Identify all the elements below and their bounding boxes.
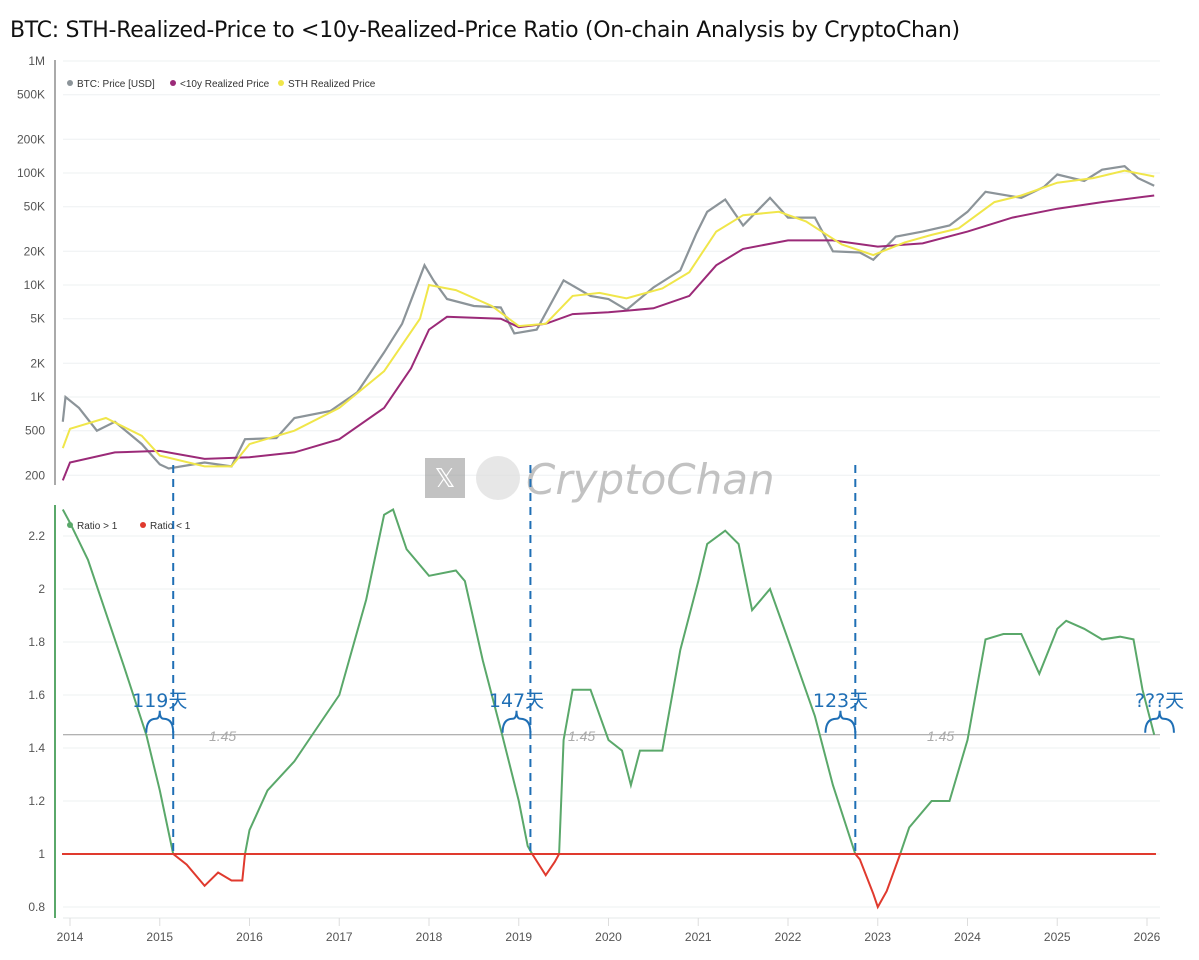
watermark-text: CryptoChan — [526, 455, 775, 504]
threshold-label: 1.45 — [568, 728, 595, 744]
ratio-below-1-line — [62, 853, 1155, 910]
x-tick-label: 2020 — [595, 930, 622, 944]
y-tick-label: 50K — [24, 200, 45, 214]
y-tick-label: 1.2 — [28, 794, 45, 808]
legend-marker — [67, 80, 73, 86]
y-tick-label: 200 — [25, 468, 45, 482]
x-tick-label: 2024 — [954, 930, 981, 944]
legend-label: Ratio > 1 — [77, 521, 118, 532]
y-tick-label: 2K — [30, 356, 45, 370]
legend-marker — [170, 80, 176, 86]
x-tick-label: 2026 — [1134, 930, 1161, 944]
x-logo-glyph: 𝕏 — [435, 464, 456, 494]
y-tick-label: 500 — [25, 424, 45, 438]
y-tick-label: 2 — [38, 582, 45, 596]
brace-icon — [824, 710, 857, 733]
x-logo-icon — [425, 458, 465, 498]
threshold-label: 1.45 — [927, 728, 954, 744]
y-tick-label: 1K — [30, 390, 45, 404]
brace-icon — [145, 710, 175, 733]
y-tick-label: 500K — [17, 88, 45, 102]
brace-icon — [501, 710, 532, 733]
legend-marker — [67, 522, 73, 528]
x-tick-label: 2018 — [416, 930, 443, 944]
y-tick-label: 1M — [28, 54, 45, 68]
series-line-0 — [61, 165, 1155, 470]
duration-label: ???天 — [1135, 690, 1184, 712]
legend-marker — [140, 522, 146, 528]
x-tick-label: 2016 — [236, 930, 263, 944]
y-tick-label: 1.6 — [28, 688, 45, 702]
chart-title: BTC: STH-Realized-Price to <10y-Realized… — [10, 18, 960, 43]
x-tick-label: 2023 — [864, 930, 891, 944]
x-tick-label: 2017 — [326, 930, 353, 944]
x-tick-label: 2014 — [57, 930, 84, 944]
series-line-1 — [61, 194, 1155, 481]
legend-label: <10y Realized Price — [180, 79, 270, 90]
x-tick-label: 2015 — [146, 930, 173, 944]
legend-marker — [278, 80, 284, 86]
duration-label: 123天 — [813, 690, 868, 712]
x-tick-label: 2021 — [685, 930, 712, 944]
threshold-label: 1.45 — [209, 728, 236, 744]
y-tick-label: 5K — [30, 312, 45, 326]
legend-label: STH Realized Price — [288, 79, 376, 90]
y-tick-label: 100K — [17, 166, 45, 180]
x-tick-label: 2019 — [505, 930, 532, 944]
y-tick-label: 1.4 — [28, 741, 45, 755]
y-tick-label: 20K — [24, 244, 45, 258]
duration-label: 147天 — [489, 690, 544, 712]
y-tick-label: 10K — [24, 278, 45, 292]
duration-label: 119天 — [132, 690, 187, 712]
y-tick-label: 1.8 — [28, 635, 45, 649]
series-line-2 — [61, 169, 1155, 468]
ratio-above-1-line — [61, 508, 1156, 855]
y-tick-label: 200K — [17, 132, 45, 146]
legend-label: BTC: Price [USD] — [77, 79, 155, 90]
y-tick-label: 1 — [38, 847, 45, 861]
y-tick-label: 2.2 — [28, 529, 45, 543]
brace-icon — [1144, 710, 1175, 733]
x-tick-label: 2025 — [1044, 930, 1071, 944]
y-tick-label: 0.8 — [28, 900, 45, 914]
x-tick-label: 2022 — [775, 930, 802, 944]
legend-label: Ratio < 1 — [150, 521, 191, 532]
mascot-icon — [476, 456, 520, 500]
